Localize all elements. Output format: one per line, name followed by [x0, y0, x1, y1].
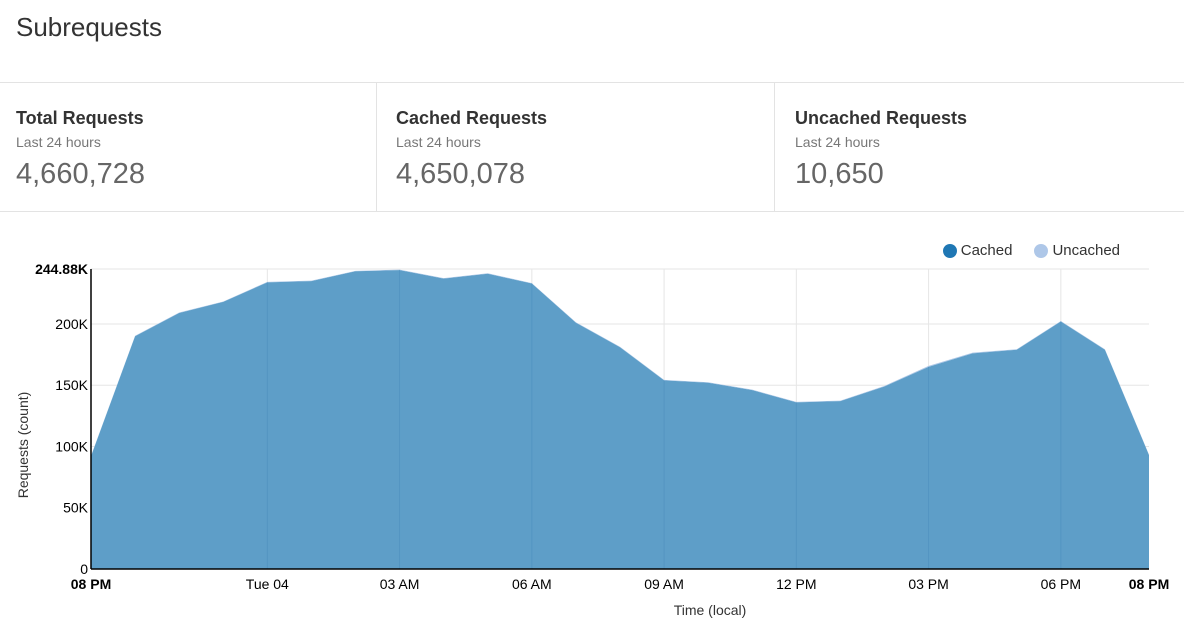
legend-label-cached: Cached — [960, 242, 1013, 259]
x-tick-label: 08 PM — [71, 576, 111, 592]
y-tick-label: 244.88K — [35, 261, 88, 277]
x-tick-label: 03 PM — [908, 576, 948, 592]
page-title: Subrequests — [16, 12, 162, 42]
stat-period: Last 24 hours — [396, 134, 481, 150]
stat-value: 10,650 — [795, 158, 884, 190]
legend-item-cached[interactable]: Cached — [942, 242, 1013, 259]
stat-total-requests: Total Requests Last 24 hours 4,660,728 — [0, 83, 377, 211]
legend-swatch-uncached-icon — [1034, 243, 1049, 258]
y-axis-title: Requests (count) — [15, 392, 31, 499]
y-tick-label: 100K — [55, 438, 88, 454]
y-tick-label: 50K — [63, 500, 89, 516]
x-tick-label: 09 AM — [644, 576, 684, 592]
chart-legend: Cached Uncached — [942, 242, 1120, 259]
x-tick-label: 06 PM — [1041, 576, 1081, 592]
x-tick-label: 06 AM — [512, 576, 552, 592]
stat-label: Total Requests — [16, 108, 144, 128]
x-tick-label: 08 PM — [1129, 576, 1169, 592]
legend-item-uncached[interactable]: Uncached — [1034, 242, 1120, 259]
requests-area-chart: 0 50K 100K 150K 200K 244.88K 08 PM Tue 04 03 AM 0… — [15, 261, 1169, 618]
stat-value: 4,650,078 — [396, 158, 526, 190]
stats-row: Total Requests Last 24 hours 4,660,728 C… — [0, 82, 1184, 212]
x-tick-label: 12 PM — [776, 576, 816, 592]
y-tick-label: 0 — [80, 561, 88, 577]
stat-period: Last 24 hours — [795, 134, 880, 150]
y-tick-label: 150K — [55, 377, 88, 393]
stat-uncached-requests: Uncached Requests Last 24 hours 10,650 — [775, 83, 1184, 211]
x-tick-label: Tue 04 — [246, 576, 289, 592]
stat-label: Cached Requests — [396, 108, 548, 128]
legend-swatch-cached-icon — [942, 243, 957, 258]
stat-cached-requests: Cached Requests Last 24 hours 4,650,078 — [377, 83, 775, 211]
stat-label: Uncached Requests — [795, 108, 968, 128]
x-tick-label: 03 AM — [380, 576, 420, 592]
series-area-cached — [91, 270, 1149, 569]
stat-period: Last 24 hours — [16, 134, 101, 150]
legend-label-uncached: Uncached — [1052, 242, 1120, 259]
y-tick-label: 200K — [55, 316, 88, 332]
x-axis-title: Time (local) — [674, 602, 747, 618]
stat-value: 4,660,728 — [16, 158, 146, 190]
